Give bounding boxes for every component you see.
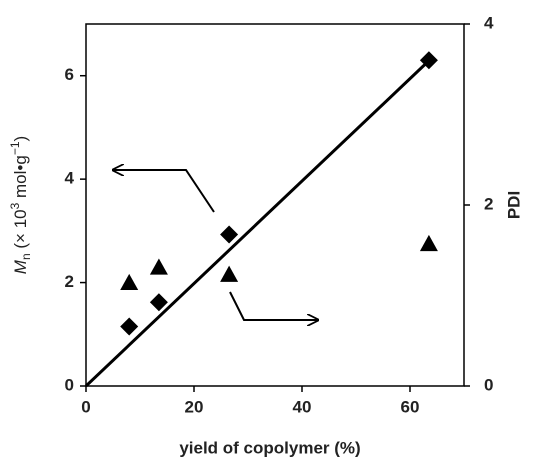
x-axis-label: yield of copolymer (%) xyxy=(179,438,360,457)
y2-tick-label: 4 xyxy=(484,13,494,32)
fit-line xyxy=(84,57,433,388)
triangle-point xyxy=(220,265,239,282)
y-label-part: ) xyxy=(11,136,30,142)
triangle-point xyxy=(120,273,139,291)
arrow-right xyxy=(229,291,318,320)
y-tick-label: 6 xyxy=(65,65,74,84)
x-tick-label: 60 xyxy=(401,397,420,416)
y2-tick-label: 2 xyxy=(484,194,493,213)
y-label-part: n xyxy=(19,253,33,260)
triangle-point xyxy=(419,234,438,252)
y2-tick-label: 0 xyxy=(484,375,493,394)
diamond-point xyxy=(120,317,139,336)
y-tick-label: 2 xyxy=(65,272,74,291)
y-label-part: M xyxy=(11,259,30,274)
x-tick-label: 0 xyxy=(81,397,90,416)
x-tick-label: 20 xyxy=(185,397,204,416)
triangle-point xyxy=(149,258,168,275)
y-tick-label: 0 xyxy=(65,375,74,394)
y-label-part: (× 10 xyxy=(11,209,30,253)
x-tick-label: 40 xyxy=(293,397,312,416)
y-tick-label: 4 xyxy=(65,169,75,188)
diamond-point xyxy=(220,225,239,244)
arrow-left xyxy=(113,170,215,213)
y-label-part: 3 xyxy=(8,202,22,209)
y-label-part: mol•g xyxy=(11,155,30,203)
diamond-point xyxy=(149,293,168,312)
y-label-part: −1 xyxy=(8,141,22,155)
y-axis-label: Mn (× 103 mol•g−1) xyxy=(8,136,33,274)
y2-axis-label: PDI xyxy=(504,191,523,219)
